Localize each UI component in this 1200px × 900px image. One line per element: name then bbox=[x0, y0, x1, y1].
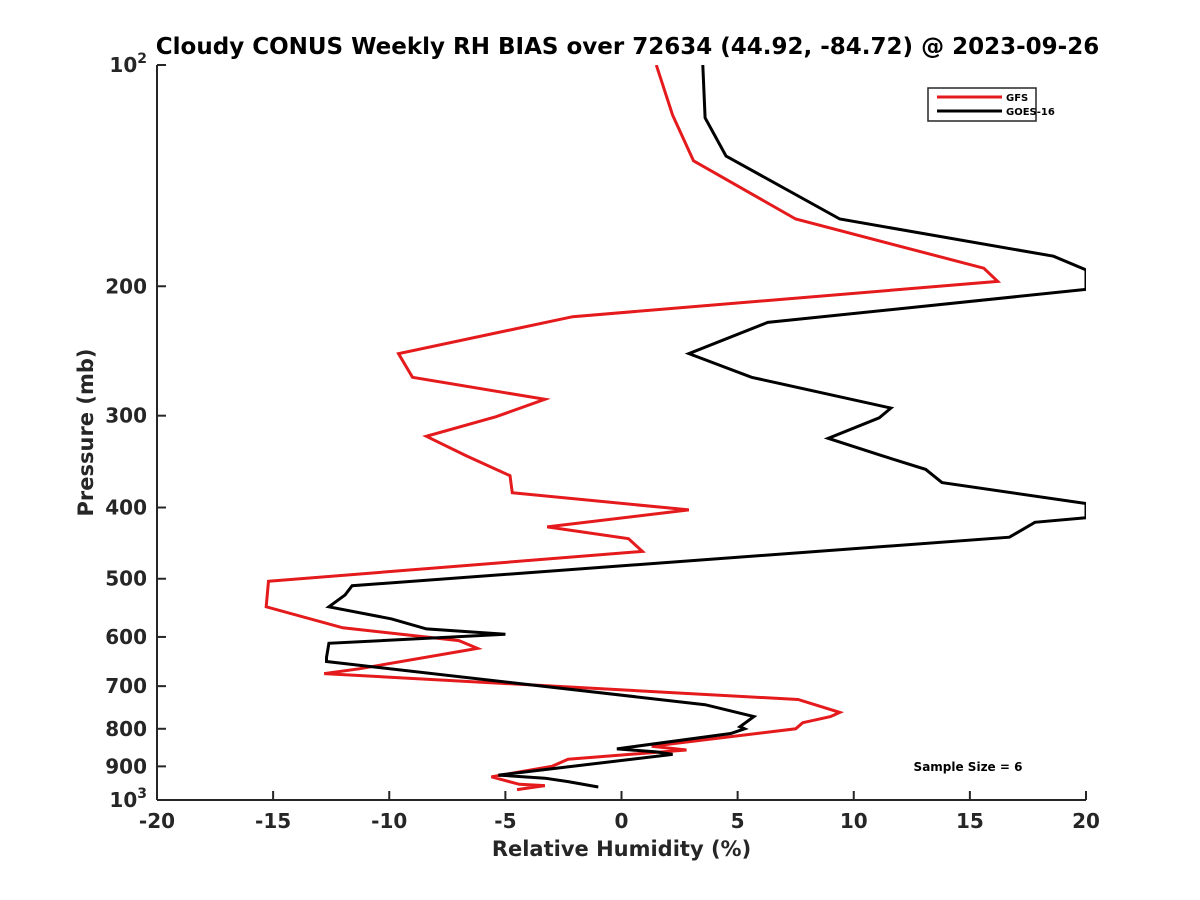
x-tick-label: 10 bbox=[840, 809, 868, 833]
legend: GFS GOES-16 bbox=[927, 87, 1055, 122]
y-tick-label: 400 bbox=[105, 496, 147, 520]
x-tick-label: 0 bbox=[615, 809, 629, 833]
x-tick-label: -5 bbox=[494, 809, 516, 833]
y-tick-label: 300 bbox=[105, 404, 147, 428]
sample-size-annotation: Sample Size = 6 bbox=[914, 760, 1023, 774]
y-tick-label: 103 bbox=[109, 786, 147, 812]
y-tick-label: 600 bbox=[105, 625, 147, 649]
x-tick-label: -10 bbox=[371, 809, 407, 833]
series-layer bbox=[264, 65, 1086, 792]
y-tick-label: 800 bbox=[105, 717, 147, 741]
x-tick-label: -15 bbox=[255, 809, 291, 833]
x-tick-label: 20 bbox=[1072, 809, 1100, 833]
y-tick-label: 500 bbox=[105, 567, 147, 591]
x-tick-label: 15 bbox=[956, 809, 984, 833]
legend-box bbox=[927, 87, 1037, 122]
x-tick-label: -20 bbox=[139, 809, 175, 833]
y-axis-title: Pressure (mb) bbox=[74, 349, 98, 517]
legend-label: GFS bbox=[1006, 93, 1028, 104]
chart-title: Cloudy CONUS Weekly RH BIAS over 72634 (… bbox=[156, 34, 1099, 60]
legend-label: GOES-16 bbox=[1006, 107, 1055, 118]
series-line-goes-16 bbox=[325, 65, 1086, 789]
y-tick-label: 102 bbox=[109, 51, 147, 77]
y-tick-label: 700 bbox=[105, 674, 147, 698]
y-tick-label: 900 bbox=[105, 754, 147, 778]
x-tick-label: 5 bbox=[731, 809, 745, 833]
series-line-gfs bbox=[264, 65, 1002, 792]
y-tick-label: 200 bbox=[105, 274, 147, 298]
ticks: -20 -15 -10 -5 0 5 10 15 20 102 200 300 400 500 600 700… bbox=[105, 51, 1100, 833]
x-axis-title: Relative Humidity (%) bbox=[492, 837, 751, 861]
